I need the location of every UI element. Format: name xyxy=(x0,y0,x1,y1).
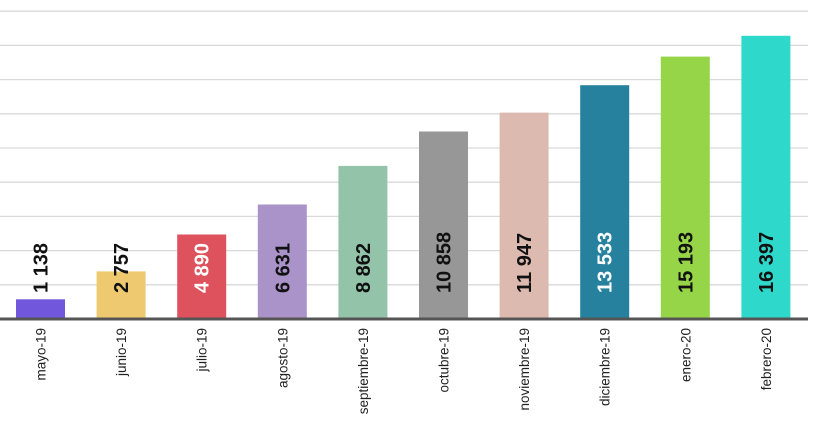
bar-mayo-19 xyxy=(16,299,65,319)
x-tick-label-junio-19: junio-19 xyxy=(114,328,129,377)
bar-octubre-19 xyxy=(419,131,468,319)
value-labels: 1 138 2 757 4 890 6 631 8 862 10 858 11 947 13 … xyxy=(31,232,778,293)
bar-agosto-19 xyxy=(257,204,307,319)
x-tick-label-agosto-19: agosto-19 xyxy=(275,328,290,388)
bar-febrero-20 xyxy=(741,35,791,320)
x-tick-label-diciembre-19: diciembre-19 xyxy=(598,328,613,406)
bar-julio-19 xyxy=(177,234,227,319)
x-tick-label-febrero-20: febrero-20 xyxy=(759,328,774,390)
x-tick-label-noviembre-19: noviembre-19 xyxy=(517,328,532,411)
bar-junio-19 xyxy=(96,271,146,319)
bar-enero-20 xyxy=(660,56,710,319)
x-tick-label-octubre-19: octubre-19 xyxy=(437,328,452,393)
value-label-septiembre-19: 8 862 xyxy=(353,243,375,293)
value-label-febrero-20: 16 397 xyxy=(756,232,778,293)
value-label-junio-19: 2 757 xyxy=(111,243,133,293)
value-label-octubre-19: 10 858 xyxy=(434,232,456,293)
bar-septiembre-19 xyxy=(338,165,388,319)
x-tick-label-enero-20: enero-20 xyxy=(678,328,693,382)
value-label-agosto-19: 6 631 xyxy=(272,243,294,293)
gridlines xyxy=(0,10,808,286)
x-tick-label-septiembre-19: septiembre-19 xyxy=(356,328,371,414)
value-label-enero-20: 15 193 xyxy=(675,232,697,293)
bar-noviembre-19 xyxy=(499,112,549,319)
x-tick-label-mayo-19: mayo-19 xyxy=(34,328,49,381)
bars xyxy=(16,35,791,320)
value-label-julio-19: 4 890 xyxy=(192,243,214,293)
value-label-diciembre-19: 13 533 xyxy=(595,232,617,293)
x-tick-label-julio-19: julio-19 xyxy=(195,328,210,373)
value-label-noviembre-19: 11 947 xyxy=(514,233,536,293)
value-label-mayo-19: 1 138 xyxy=(31,243,53,293)
x-tick-labels: mayo-19 junio-19 julio-19 agosto-19 septiemb… xyxy=(34,328,774,414)
bar-diciembre-19 xyxy=(580,85,630,319)
